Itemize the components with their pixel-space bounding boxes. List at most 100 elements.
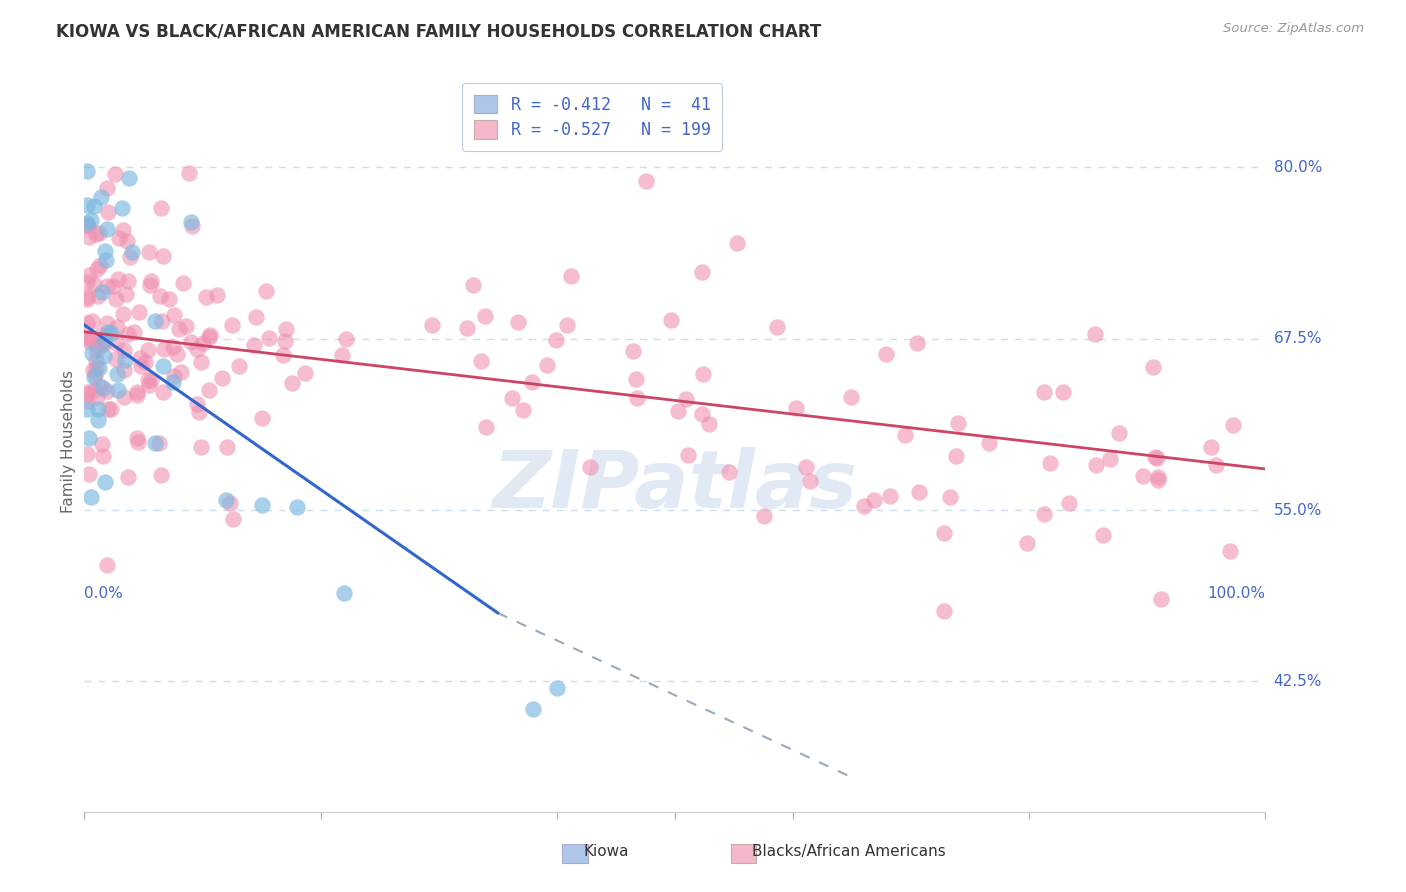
Point	[129, 359, 152, 373]
Point	[100, 326, 122, 340]
Point	[977, 435, 1000, 450]
Point	[894, 427, 917, 442]
Point	[89, 258, 111, 272]
Point	[1092, 528, 1115, 542]
Point	[138, 244, 160, 259]
Point	[125, 388, 148, 402]
Point	[863, 493, 886, 508]
Point	[536, 358, 558, 372]
Point	[91, 285, 114, 300]
Point	[186, 397, 208, 411]
Point	[96, 252, 118, 267]
Point	[112, 390, 135, 404]
Point	[166, 347, 188, 361]
Point	[107, 231, 129, 245]
Text: KIOWA VS BLACK/AFRICAN AMERICAN FAMILY HOUSEHOLDS CORRELATION CHART: KIOWA VS BLACK/AFRICAN AMERICAN FAMILY H…	[56, 22, 821, 40]
Point	[96, 558, 118, 572]
Point	[470, 354, 492, 368]
Point	[946, 416, 969, 430]
Point	[82, 363, 104, 377]
Y-axis label: Family Households: Family Households	[60, 370, 76, 513]
Point	[82, 313, 104, 327]
Point	[86, 262, 108, 277]
Point	[83, 368, 105, 383]
Point	[107, 384, 129, 398]
Point	[125, 384, 148, 399]
Point	[699, 417, 721, 431]
Point	[122, 325, 145, 339]
Point	[211, 371, 233, 385]
Point	[97, 325, 120, 339]
Point	[77, 230, 100, 244]
Point	[86, 343, 108, 357]
Point	[945, 450, 967, 464]
Point	[794, 459, 817, 474]
Point	[187, 405, 209, 419]
Point	[250, 410, 273, 425]
Point	[271, 348, 294, 362]
Point	[180, 334, 202, 349]
Point	[138, 378, 160, 392]
Point	[77, 219, 100, 233]
Point	[86, 337, 108, 351]
Point	[121, 245, 143, 260]
Point	[335, 332, 357, 346]
Point	[198, 330, 221, 344]
Point	[93, 336, 115, 351]
Point	[143, 436, 166, 450]
Point	[186, 342, 208, 356]
Point	[245, 310, 267, 324]
Point	[91, 449, 114, 463]
Text: 67.5%: 67.5%	[1274, 331, 1322, 346]
Point	[219, 496, 242, 510]
Point	[83, 369, 105, 384]
Point	[799, 474, 821, 488]
Point	[152, 249, 174, 263]
Point	[766, 320, 789, 334]
Point	[105, 367, 128, 381]
Point	[560, 268, 582, 283]
Point	[117, 469, 139, 483]
Point	[1199, 440, 1222, 454]
Point	[96, 279, 118, 293]
Point	[105, 320, 128, 334]
Point	[676, 448, 699, 462]
Point	[86, 390, 108, 404]
Point	[170, 365, 193, 379]
Point	[84, 227, 107, 241]
Point	[76, 290, 98, 304]
Point	[621, 344, 644, 359]
Point	[128, 351, 150, 365]
Point	[128, 304, 150, 318]
Point	[149, 289, 172, 303]
Point	[1084, 327, 1107, 342]
Point	[1052, 385, 1074, 400]
Point	[157, 292, 180, 306]
Point	[675, 392, 697, 406]
Point	[76, 394, 98, 409]
Point	[139, 274, 162, 288]
Point	[118, 171, 141, 186]
Point	[76, 387, 98, 401]
Point	[96, 316, 118, 330]
Point	[96, 384, 118, 399]
Point	[111, 202, 134, 216]
Point	[939, 490, 962, 504]
Text: 80.0%: 80.0%	[1274, 160, 1322, 175]
Point	[114, 287, 136, 301]
Point	[76, 402, 98, 417]
Point	[87, 226, 110, 240]
Point	[1098, 451, 1121, 466]
Point	[221, 318, 243, 332]
Point	[1033, 385, 1056, 400]
Point	[79, 331, 101, 345]
Point	[785, 401, 807, 415]
Point	[80, 346, 103, 360]
Point	[104, 352, 127, 367]
Point	[79, 467, 101, 482]
Point	[87, 413, 110, 427]
Point	[1146, 450, 1168, 465]
Point	[190, 355, 212, 369]
Point	[111, 307, 134, 321]
Point	[101, 278, 124, 293]
